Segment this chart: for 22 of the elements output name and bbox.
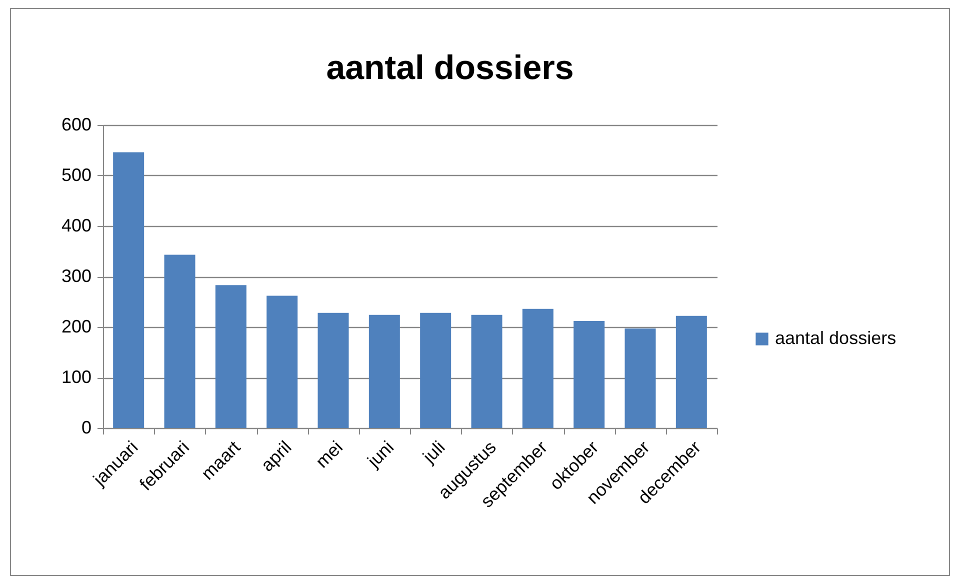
bar (164, 254, 196, 428)
bar (215, 285, 246, 428)
y-tick-label: 200 (61, 316, 92, 336)
legend-label: aantal dossiers (775, 328, 896, 348)
y-tick-label: 300 (61, 266, 92, 286)
y-tick-label: 500 (61, 165, 92, 185)
y-tick-label: 100 (61, 367, 92, 387)
y-tick-label: 0 (81, 418, 92, 438)
bar (676, 316, 707, 428)
bar (318, 312, 349, 428)
x-tick-label: mei (312, 437, 346, 472)
bar (368, 314, 400, 428)
bar (471, 314, 502, 428)
y-tick-label: 600 (61, 114, 92, 134)
bar (574, 320, 605, 428)
bar (522, 308, 554, 428)
bar (113, 152, 144, 428)
y-tick-label: 400 (61, 216, 92, 236)
bar (266, 296, 298, 428)
chart-title: aantal dossiers (326, 49, 574, 87)
bar (624, 328, 656, 428)
bar (420, 312, 452, 428)
